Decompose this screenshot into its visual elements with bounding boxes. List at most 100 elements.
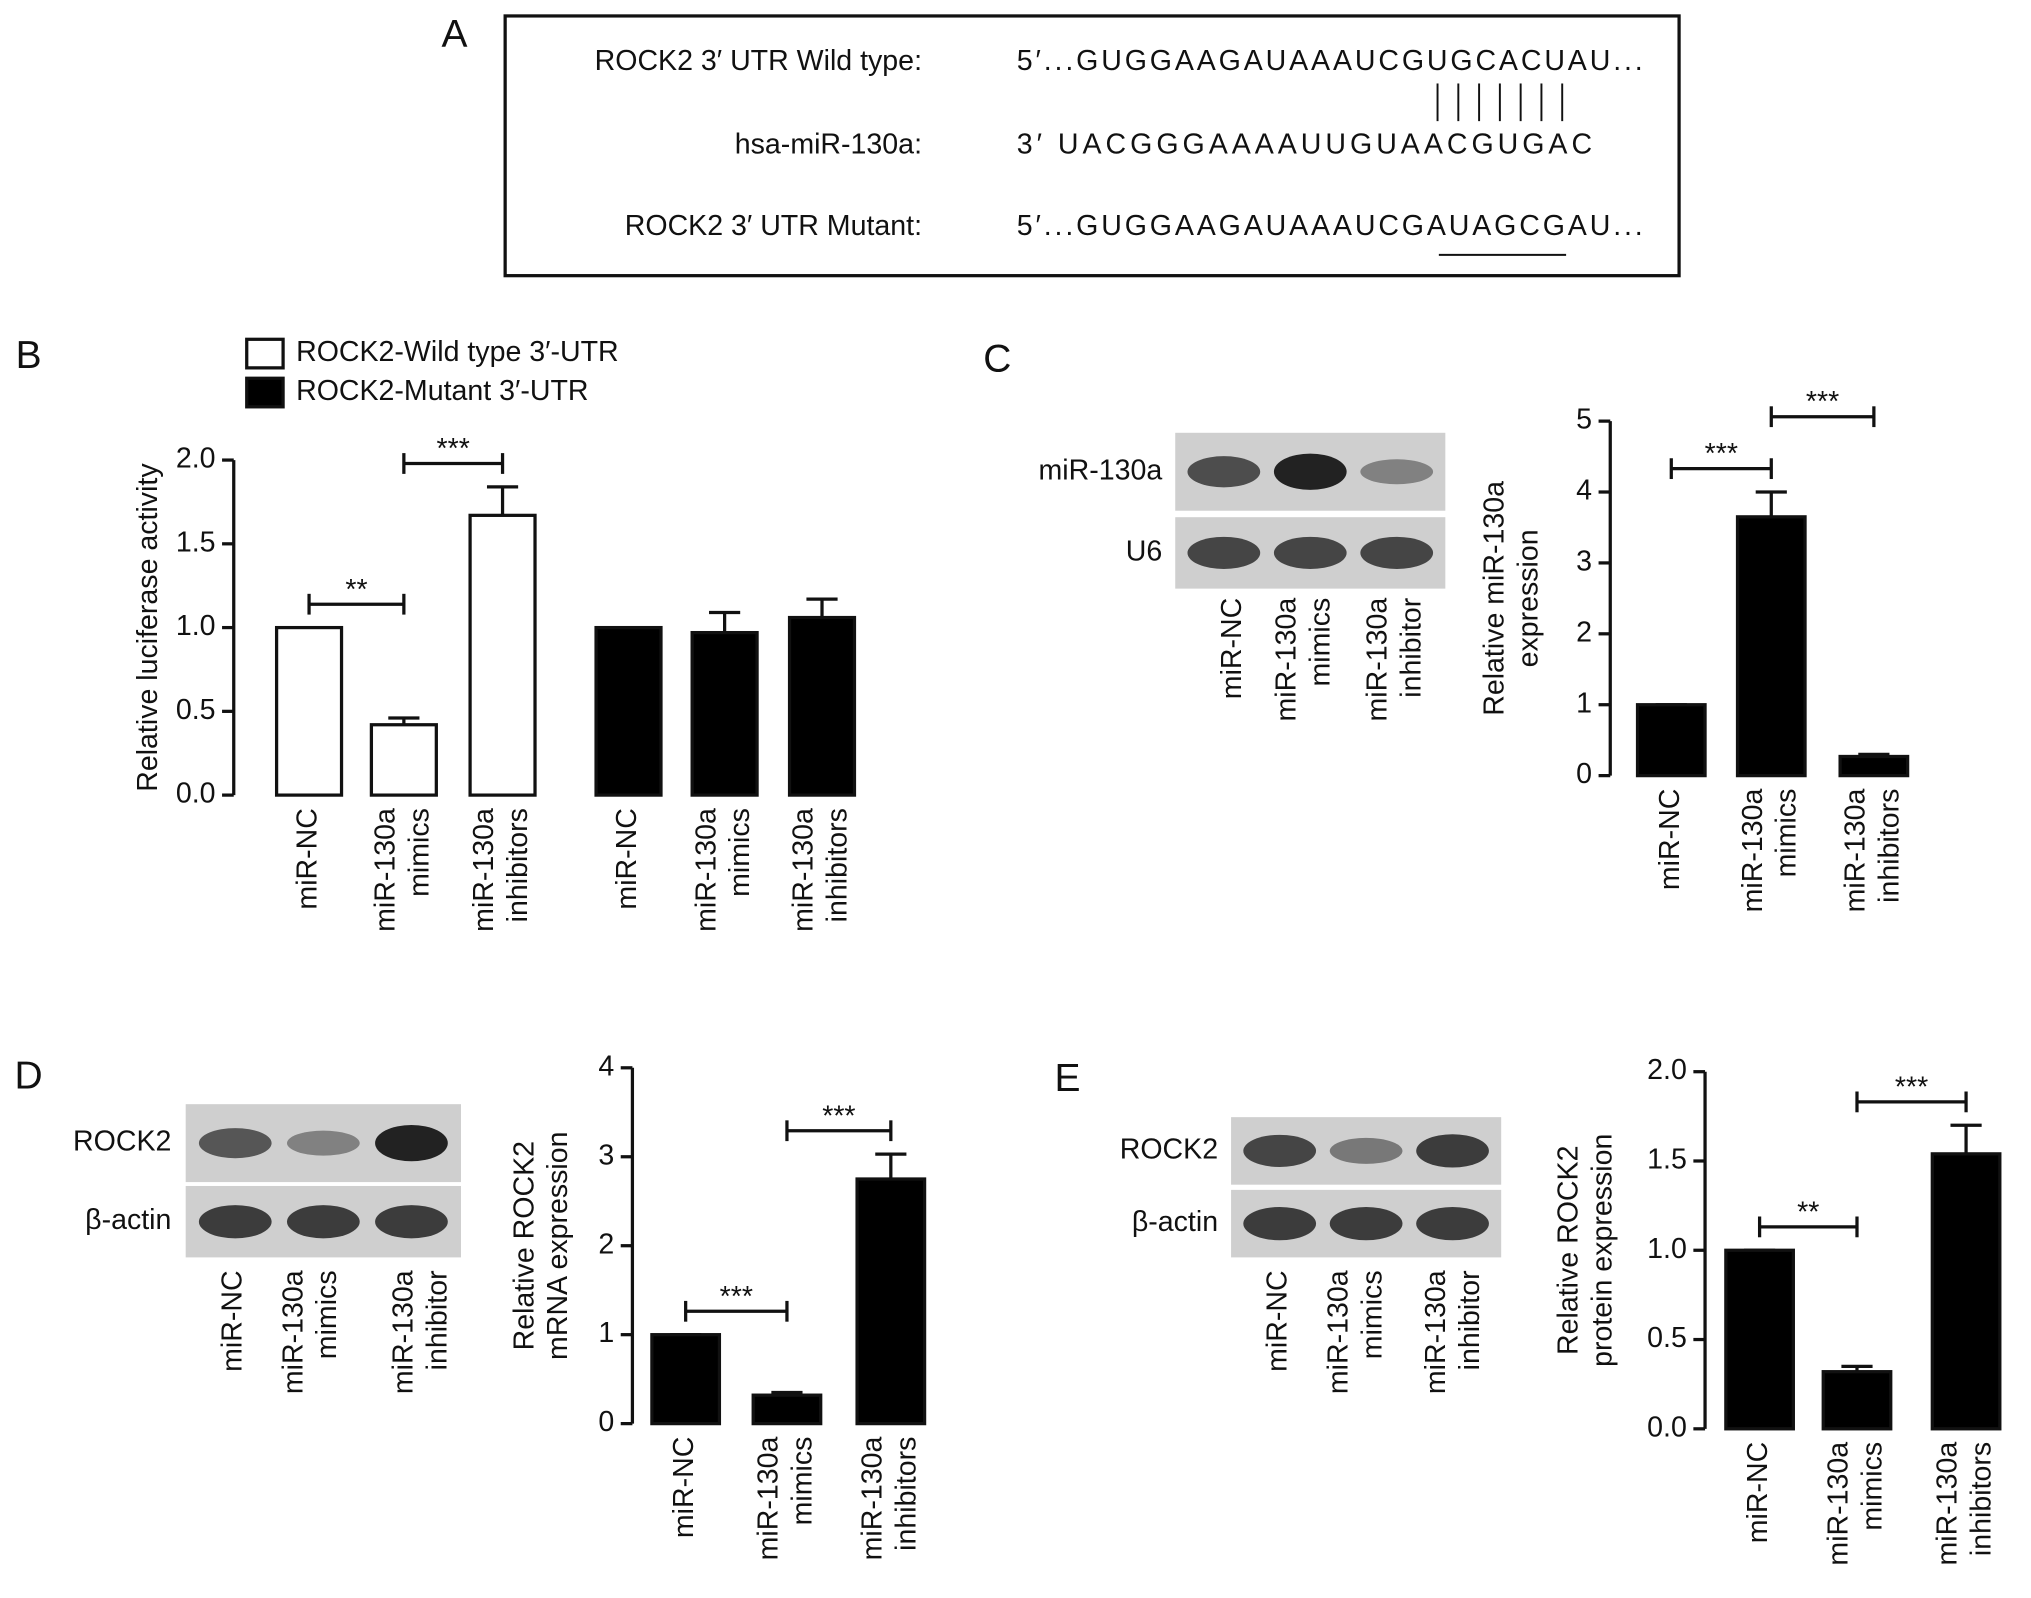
y-tick-label: 4 xyxy=(598,1050,614,1082)
bar xyxy=(650,1333,722,1426)
x-tick-label: inhibitors xyxy=(1965,1442,1997,1556)
y-tick-label: 1.0 xyxy=(176,610,216,642)
sequence-label: hsa-miR-130a: xyxy=(735,128,922,160)
y-axis-label: Relative ROCK2 xyxy=(508,1141,540,1350)
blot-band xyxy=(198,1205,272,1239)
blot-band xyxy=(1187,536,1261,570)
x-tick-label: miR-130a xyxy=(1823,1442,1855,1566)
y-tick-label: 2 xyxy=(598,1228,614,1260)
sequence-label: ROCK2 3′ UTR Mutant: xyxy=(625,210,922,242)
x-tick-label: miR-130a xyxy=(690,808,722,932)
band-label: β-actin xyxy=(1132,1206,1218,1238)
x-tick-label: miR-NC xyxy=(668,1437,700,1538)
x-tick-label: miR-130a xyxy=(468,808,500,932)
bar xyxy=(1821,1370,1893,1431)
lane-label: inhibitor xyxy=(1454,1270,1486,1370)
y-tick-label: 5 xyxy=(1576,404,1592,436)
blot-band xyxy=(1416,1207,1489,1241)
y-tick-label: 0.0 xyxy=(1647,1411,1687,1443)
lane-label: miR-130a xyxy=(388,1270,420,1394)
blot-band xyxy=(375,1205,448,1239)
lane-label: miR-130a xyxy=(1420,1270,1452,1394)
lane-label: inhibitor xyxy=(1395,597,1427,697)
blot-band xyxy=(1273,453,1347,490)
legend-label: ROCK2-Wild type 3′-UTR xyxy=(296,336,619,368)
x-tick-label: miR-NC xyxy=(611,808,643,909)
sequence-box xyxy=(503,14,1681,278)
bar xyxy=(369,723,438,797)
x-tick-label: miR-130a xyxy=(1932,1442,1964,1566)
sequence-label: ROCK2 3′ UTR Wild type: xyxy=(595,45,922,77)
y-tick-label: 0.5 xyxy=(176,694,216,726)
bar xyxy=(787,615,857,797)
panel-label: B xyxy=(16,334,42,377)
x-tick-label: mimics xyxy=(1771,789,1803,878)
y-axis-label: protein expression xyxy=(1586,1134,1618,1367)
x-tick-label: miR-130a xyxy=(753,1436,785,1560)
x-tick-label: mimics xyxy=(403,808,435,897)
sig-label: *** xyxy=(720,1281,753,1313)
sig-label: *** xyxy=(1806,386,1839,418)
blot-band xyxy=(1243,1134,1317,1168)
band-label: ROCK2 xyxy=(73,1126,171,1158)
x-tick-label: miR-130a xyxy=(370,808,402,932)
y-tick-label: 3 xyxy=(598,1139,614,1171)
sequence: 5′...GUGGAAGAUAAAUCGAUAGCGAU... xyxy=(1017,210,1643,242)
x-tick-label: inhibitors xyxy=(1873,789,1905,903)
x-tick-label: miR-130a xyxy=(857,1436,889,1560)
x-tick-label: inhibitors xyxy=(821,808,853,922)
y-tick-label: 0.5 xyxy=(1647,1322,1687,1354)
x-tick-label: miR-130a xyxy=(1737,788,1769,912)
bar xyxy=(1735,515,1807,778)
lane-label: mimics xyxy=(1356,1270,1388,1359)
sig-label: ** xyxy=(345,574,367,606)
y-tick-label: 1 xyxy=(598,1317,614,1349)
y-tick-label: 2 xyxy=(1576,616,1592,648)
band-label: U6 xyxy=(1126,535,1163,567)
band-label: ROCK2 xyxy=(1120,1133,1218,1165)
lane-label: miR-130a xyxy=(1271,598,1303,722)
blot-band xyxy=(1273,536,1347,570)
band-label: β-actin xyxy=(85,1204,171,1236)
blot-band xyxy=(1187,456,1261,488)
blot-band xyxy=(1329,1137,1403,1164)
sig-label: *** xyxy=(822,1100,855,1132)
blot-band xyxy=(198,1128,272,1159)
sig-label: *** xyxy=(1705,438,1738,470)
panel-label: D xyxy=(15,1054,43,1097)
blot-band xyxy=(1243,1207,1317,1241)
x-tick-label: miR-NC xyxy=(292,808,324,909)
bar xyxy=(274,625,344,797)
legend-swatch xyxy=(245,337,285,370)
bar xyxy=(1635,703,1707,778)
blot-band xyxy=(375,1124,448,1162)
y-axis-label: Relative luciferase activity xyxy=(132,463,164,792)
x-tick-label: miR-130a xyxy=(788,808,820,932)
lane-label: inhibitor xyxy=(421,1270,453,1370)
blot-band xyxy=(1360,459,1434,485)
x-tick-label: miR-NC xyxy=(1654,789,1686,890)
x-tick-label: mimics xyxy=(1856,1442,1888,1531)
bar xyxy=(594,625,663,797)
bar xyxy=(1930,1152,2002,1431)
lane-label: miR-130a xyxy=(1323,1270,1355,1394)
sequence: 5′...GUGGAAGAUAAAUCGUGCACUAU... xyxy=(1017,45,1643,77)
bar xyxy=(751,1393,823,1426)
lane-label: miR-NC xyxy=(1262,1270,1294,1371)
bar xyxy=(855,1177,927,1426)
bar xyxy=(690,630,759,797)
y-tick-label: 4 xyxy=(1576,475,1592,507)
lane-label: miR-130a xyxy=(277,1270,309,1394)
x-tick-label: miR-130a xyxy=(1840,788,1872,912)
panel-label: A xyxy=(442,13,468,56)
y-axis-label: Relative miR-130a xyxy=(1479,481,1511,716)
y-tick-label: 0 xyxy=(1576,758,1592,790)
panel-label: E xyxy=(1054,1057,1080,1100)
y-tick-label: 0 xyxy=(598,1406,614,1438)
panel-label: C xyxy=(983,338,1011,381)
y-tick-label: 1.5 xyxy=(176,526,216,558)
x-tick-label: miR-NC xyxy=(1742,1442,1774,1543)
y-tick-label: 1.5 xyxy=(1647,1144,1687,1176)
bar xyxy=(1724,1248,1795,1431)
